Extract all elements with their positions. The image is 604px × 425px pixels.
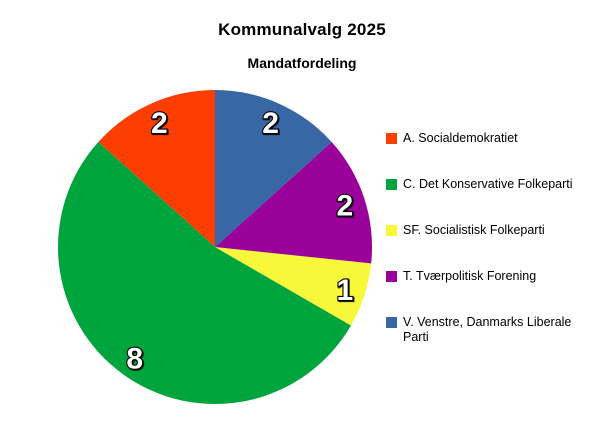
legend-label: V. Venstre, Danmarks Liberale Parti [403, 315, 572, 344]
legend-item-0: A. Socialdemokratiet [386, 131, 598, 146]
legend-swatch-icon [386, 179, 397, 190]
pie-slice-value-2: 1 [337, 274, 354, 307]
pie-slice-3 [215, 141, 372, 264]
legend-item-3: T. Tværpolitisk Forening [386, 269, 598, 284]
legend-swatch-icon [386, 317, 397, 328]
chart-title: Kommunalvalg 2025 [218, 20, 386, 39]
pie-slice-value-4: 2 [262, 107, 279, 140]
legend-swatch-icon [386, 133, 397, 144]
pie-slice-2 [215, 247, 372, 326]
legend-swatch-icon [386, 225, 397, 236]
legend-label: C. Det Konservative Folkeparti [403, 177, 573, 191]
legend-label: T. Tværpolitisk Forening [403, 269, 537, 283]
pie-slice-value-3: 2 [337, 190, 354, 223]
pie-slice-1 [57, 141, 351, 405]
pie-slice-value-0: 2 [151, 107, 168, 140]
legend-item-4: V. Venstre, Danmarks Liberale Parti [386, 315, 598, 345]
chart-subtitle: Mandatfordeling [247, 55, 357, 71]
legend-label: A. Socialdemokratiet [403, 131, 518, 145]
legend-label: SF. Socialistisk Folkeparti [403, 223, 545, 237]
legend-item-1: C. Det Konservative Folkeparti [386, 177, 598, 192]
legend-item-2: SF. Socialistisk Folkeparti [386, 223, 598, 238]
legend: A. Socialdemokratiet C. Det Konservative … [386, 131, 598, 376]
pie-slice-0 [98, 90, 215, 247]
pie-slice-value-1: 8 [126, 342, 143, 375]
pie-slice-4 [215, 90, 332, 247]
legend-swatch-icon [386, 271, 397, 282]
